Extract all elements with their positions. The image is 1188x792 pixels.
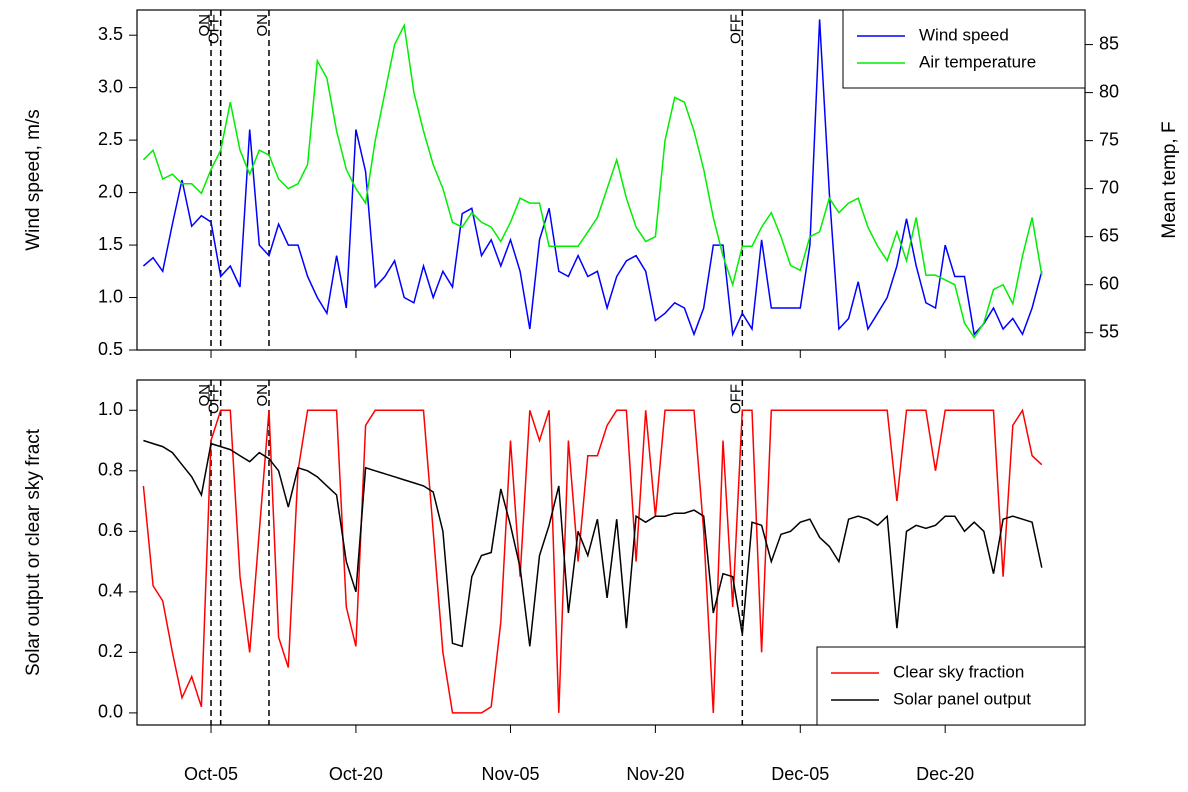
y-axis-label: Wind speed, m/s bbox=[23, 109, 44, 251]
y-tick-label: 0.0 bbox=[98, 702, 123, 722]
series-line bbox=[143, 439, 1043, 648]
y-axis-label: Solar output or clear sky fract bbox=[23, 428, 44, 676]
x-tick-label: Dec-05 bbox=[771, 764, 829, 784]
y2-tick-label: 75 bbox=[1099, 129, 1119, 149]
legend-label: Wind speed bbox=[919, 25, 1009, 44]
event-label: ON bbox=[254, 384, 271, 407]
event-label: ON bbox=[254, 14, 271, 37]
event-label: ON bbox=[196, 384, 213, 407]
y-tick-label: 3.5 bbox=[98, 24, 123, 44]
x-tick-label: Oct-05 bbox=[184, 764, 238, 784]
x-tick-label: Oct-20 bbox=[329, 764, 383, 784]
y2-tick-label: 70 bbox=[1099, 177, 1119, 197]
legend-label: Solar panel output bbox=[893, 689, 1031, 708]
y2-tick-label: 60 bbox=[1099, 273, 1119, 293]
y2-axis-label: Mean temp, F bbox=[1159, 121, 1180, 238]
y-tick-label: 0.2 bbox=[98, 641, 123, 661]
x-tick-label: Dec-20 bbox=[916, 764, 974, 784]
x-tick-label: Nov-05 bbox=[481, 764, 539, 784]
plot-frame bbox=[136, 9, 1086, 351]
y-tick-label: 0.8 bbox=[98, 460, 123, 480]
event-label: ON bbox=[196, 14, 213, 37]
y-tick-label: 1.5 bbox=[98, 234, 123, 254]
event-label: OFF bbox=[206, 384, 223, 414]
legend-label: Clear sky fraction bbox=[893, 662, 1024, 681]
y-tick-label: 2.0 bbox=[98, 181, 123, 201]
legend-box bbox=[816, 646, 1086, 726]
event-label: OFF bbox=[727, 14, 744, 44]
series-line bbox=[142, 19, 1043, 338]
series-line bbox=[142, 22, 1043, 339]
y-tick-label: 0.5 bbox=[98, 339, 123, 359]
y2-tick-label: 65 bbox=[1099, 225, 1119, 245]
y-tick-label: 3.0 bbox=[98, 76, 123, 96]
y2-tick-label: 80 bbox=[1099, 81, 1119, 101]
legend-box bbox=[842, 9, 1086, 89]
y2-tick-label: 85 bbox=[1099, 33, 1119, 53]
y2-tick-label: 55 bbox=[1099, 321, 1119, 341]
legend-label: Air temperature bbox=[919, 52, 1036, 71]
y-tick-label: 0.4 bbox=[98, 581, 123, 601]
event-label: OFF bbox=[727, 384, 744, 414]
plot-frame bbox=[136, 379, 1086, 726]
series-line bbox=[142, 408, 1043, 714]
y-tick-label: 0.6 bbox=[98, 520, 123, 540]
x-tick-label: Nov-20 bbox=[626, 764, 684, 784]
y-tick-label: 2.5 bbox=[98, 129, 123, 149]
event-label: OFF bbox=[206, 14, 223, 44]
y-tick-label: 1.0 bbox=[98, 399, 123, 419]
y-tick-label: 1.0 bbox=[98, 286, 123, 306]
